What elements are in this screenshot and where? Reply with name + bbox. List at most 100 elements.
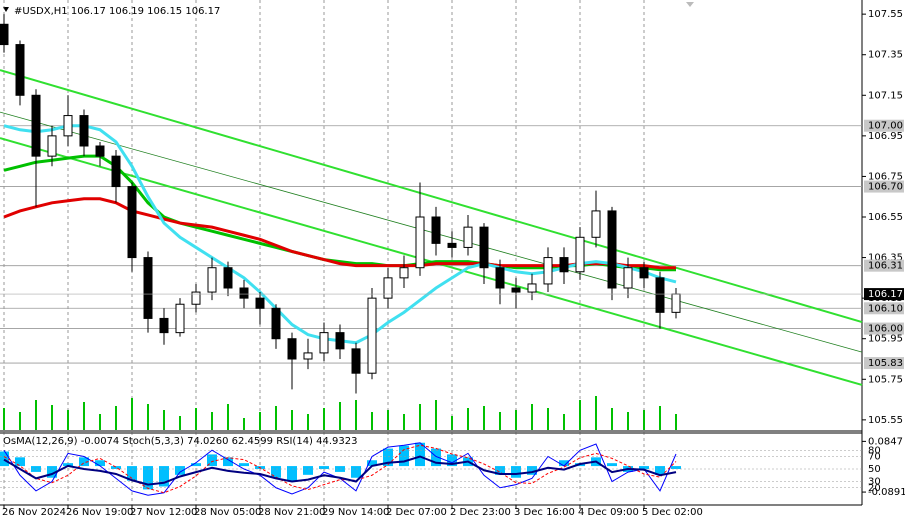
- volume-bar: [547, 408, 549, 430]
- level-label: 106.00: [868, 324, 903, 335]
- trend-line: [0, 69, 863, 324]
- osma-bar: [399, 445, 409, 467]
- candle-body: [367, 297, 377, 374]
- candle-body: [0, 23, 9, 46]
- level-label: 106.10: [868, 303, 903, 314]
- candle-body: [623, 267, 633, 289]
- candle-body: [255, 297, 265, 309]
- volume-bar: [83, 402, 85, 430]
- candle-body: [335, 332, 345, 350]
- osma-bar: [655, 466, 665, 475]
- candle-body: [127, 186, 137, 259]
- osma-bar: [207, 454, 217, 467]
- y-tick-label: 106.35: [868, 253, 903, 264]
- volume-bar: [387, 410, 389, 430]
- osma-bar: [271, 466, 281, 478]
- osma-bar: [495, 466, 505, 475]
- osma-tick-label: -0.0891: [868, 487, 905, 498]
- volume-bar: [291, 410, 293, 430]
- candle-body: [607, 210, 617, 289]
- y-tick-label: 105.75: [868, 374, 903, 385]
- osma-bar: [143, 466, 153, 490]
- volume-bar: [211, 412, 213, 430]
- volume-bar: [579, 400, 581, 430]
- candle-body: [63, 115, 73, 137]
- menu-arrow[interactable]: [3, 7, 9, 12]
- candle-body: [559, 257, 569, 273]
- osma-bar: [415, 442, 425, 467]
- candle-body: [495, 267, 505, 289]
- x-tick-label: 3 Dec 16:00: [514, 507, 575, 518]
- chart-title: #USDX,H1 106.17 106.19 106.15 106.17: [14, 6, 220, 17]
- candle-body: [31, 94, 41, 157]
- osma-bar: [383, 448, 393, 467]
- level-label: 107.00: [868, 121, 903, 132]
- volume-bar: [35, 400, 37, 430]
- candle-body: [527, 283, 537, 293]
- volume-bar: [275, 406, 277, 430]
- x-tick-label: 5 Dec 02:00: [642, 507, 703, 518]
- candle-body: [351, 348, 361, 374]
- osma-bar: [191, 463, 201, 467]
- candle-body: [463, 226, 473, 248]
- osma-bar: [15, 457, 25, 467]
- volume-bar: [611, 408, 613, 430]
- volume-bar: [659, 406, 661, 430]
- volume-bar: [243, 418, 245, 430]
- last-price-label: 106.17: [868, 289, 903, 300]
- volume-bar: [467, 408, 469, 430]
- osma-bar: [431, 448, 441, 467]
- volume-bar: [643, 410, 645, 430]
- x-tick-label: 26 Nov 19:00: [66, 507, 133, 518]
- volume-bar: [451, 416, 453, 430]
- volume-bar: [307, 414, 309, 430]
- stoch-tick-label: 30: [868, 477, 881, 488]
- level-label-box: [864, 119, 904, 132]
- candle-body: [159, 317, 169, 334]
- volume-bar: [515, 410, 517, 430]
- level-label-box: [864, 180, 904, 193]
- volume-bar: [195, 408, 197, 430]
- level-label: 105.83: [868, 358, 903, 369]
- last-price-box: [864, 288, 904, 301]
- osma-bar: [447, 454, 457, 467]
- shift-marker: [686, 2, 694, 7]
- y-tick-label: 105.55: [868, 415, 903, 426]
- candle-body: [543, 257, 553, 285]
- x-tick-label: 28 Nov 05:00: [194, 507, 261, 518]
- osma-bar: [559, 460, 569, 467]
- x-tick-label: 4 Dec 09:00: [578, 507, 639, 518]
- candle-body: [239, 287, 249, 299]
- volume-bar: [19, 412, 21, 430]
- level-label-box: [864, 302, 904, 315]
- volume-bar: [259, 412, 261, 430]
- candle-body: [447, 242, 457, 248]
- volume-bar: [227, 404, 229, 430]
- volume-bar: [115, 406, 117, 430]
- osma-tick-label: 0.0847: [868, 436, 903, 447]
- osma-bar: [127, 466, 137, 481]
- y-tick-label: 106.75: [868, 171, 903, 182]
- volume-bar: [627, 412, 629, 430]
- osma-bar: [111, 466, 121, 469]
- volume-bar: [179, 416, 181, 430]
- candle-body: [95, 145, 105, 157]
- y-tick-label: 107.35: [868, 50, 903, 61]
- candle-body: [79, 115, 89, 147]
- indicator-label: OsMA(12,26,9) -0.0074 Stoch(5,3,3) 74.02…: [3, 436, 358, 447]
- y-tick-label: 106.55: [868, 212, 903, 223]
- volume-bar: [371, 412, 373, 430]
- candle-body: [207, 267, 217, 293]
- osma-bar: [303, 466, 313, 475]
- candle-body: [479, 226, 489, 269]
- y-tick-label: 107.55: [868, 9, 903, 20]
- y-tick-label: 107.15: [868, 90, 903, 101]
- osma-bar: [175, 466, 185, 475]
- volume-bar: [483, 406, 485, 430]
- stoch-tick-label: 20: [868, 483, 881, 494]
- candle-body: [319, 332, 329, 354]
- candle-body: [511, 287, 521, 293]
- level-label: 106.31: [868, 261, 903, 272]
- osma-bar: [223, 457, 233, 467]
